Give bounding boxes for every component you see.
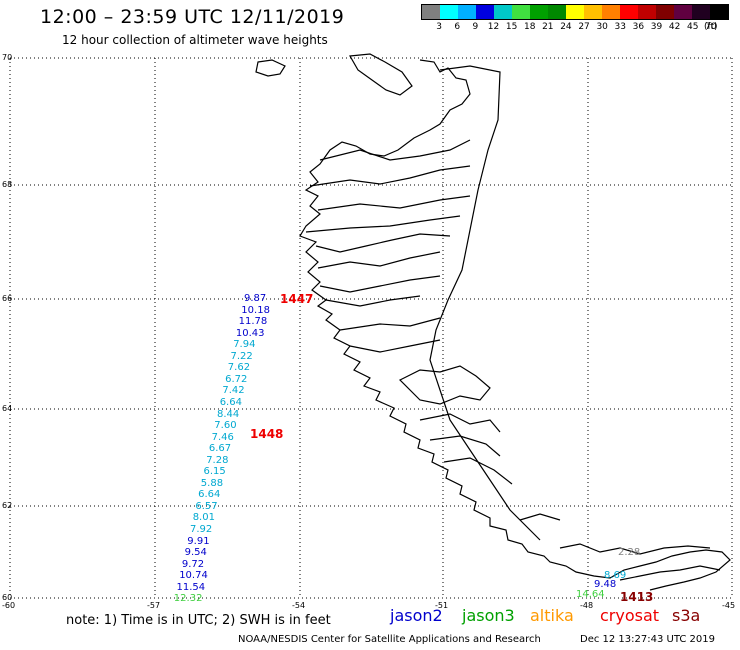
wave-height-value: 7.42 xyxy=(222,385,245,397)
wave-height-value: 8.01 xyxy=(192,512,215,524)
scale-swatch xyxy=(710,5,728,19)
latitude-label: 60 xyxy=(2,593,13,602)
latitude-label: 62 xyxy=(2,501,13,510)
latitude-label: 66 xyxy=(2,294,13,303)
wave-height-value: 10.43 xyxy=(235,327,265,339)
scale-swatch xyxy=(692,5,710,19)
scale-tick-label: 21 xyxy=(542,22,554,32)
wave-height-value: 6.64 xyxy=(219,396,242,408)
pass-label: 1413 xyxy=(620,590,654,604)
wave-height-value: 11.54 xyxy=(176,581,206,593)
wave-height-value: 7.22 xyxy=(230,350,253,362)
wave-height-value: 6.72 xyxy=(225,373,248,385)
satellite-cryosat: cryosat xyxy=(600,606,660,625)
scale-swatch xyxy=(566,5,584,19)
scale-tick-label: 70 xyxy=(705,22,717,32)
wave-height-value: 6.64 xyxy=(198,489,221,501)
scale-swatch xyxy=(584,5,602,19)
wave-height-color-scale: 3 6 9 12 15 18 21 24 27 30 33 36 39 42 45 70 (ft) xyxy=(421,4,729,34)
satellite-s3a: s3a xyxy=(672,606,701,625)
wave-height-value: 7.28 xyxy=(206,454,229,466)
scale-tick-label: 27 xyxy=(578,22,590,32)
latitude-label: 64 xyxy=(2,404,13,413)
credit-line: NOAA/NESDIS Center for Satellite Applica… xyxy=(238,634,541,645)
satellite-jason3: jason3 xyxy=(462,606,515,625)
footer-note: note: 1) Time is in UTC; 2) SWH is in fe… xyxy=(66,613,331,628)
scale-swatch xyxy=(458,5,476,19)
pass-label: 1447 xyxy=(280,292,314,306)
chart-subtitle: 12 hour collection of altimeter wave hei… xyxy=(62,33,328,47)
wave-height-value: 10.18 xyxy=(241,304,270,316)
scale-tick-label: 24 xyxy=(560,22,572,32)
pass-label: 1448 xyxy=(250,427,284,441)
latitude-label: 68 xyxy=(2,180,13,189)
scale-tick-label: 45 xyxy=(687,22,699,32)
scale-tick-label: 12 xyxy=(487,22,500,32)
scale-swatch xyxy=(422,5,440,19)
wave-height-value: 9.72 xyxy=(181,558,205,570)
generation-timestamp: Dec 12 13:27:43 UTC 2019 xyxy=(580,634,715,645)
scale-tick-label: 3 xyxy=(436,22,442,32)
wave-height-value: 7.62 xyxy=(227,362,251,374)
scale-unit: (ft) xyxy=(704,22,718,32)
scale-tick-label: 36 xyxy=(632,22,645,32)
scale-tick-label: 33 xyxy=(614,22,627,32)
longitude-label: -57 xyxy=(147,601,161,610)
satellite-jason2: jason2 xyxy=(390,606,443,625)
wave-height-value: 14.64 xyxy=(576,589,605,600)
longitude-label: -54 xyxy=(292,601,306,610)
scale-swatch xyxy=(674,5,692,19)
wave-height-value: 5.88 xyxy=(200,477,224,489)
longitude-label: -51 xyxy=(435,601,449,610)
wave-height-value: 7.94 xyxy=(233,339,256,351)
wave-height-value: 9.54 xyxy=(184,547,207,559)
wave-height-value: 2.28 xyxy=(618,547,641,558)
wave-height-value: 12.32 xyxy=(173,593,203,605)
scale-swatch xyxy=(512,5,530,19)
greenland-coastline xyxy=(255,53,731,591)
scale-swatch xyxy=(602,5,620,19)
wave-height-value: 8.44 xyxy=(217,408,240,420)
scale-swatch xyxy=(656,5,674,19)
scale-swatch xyxy=(638,5,656,19)
scale-swatch xyxy=(530,5,548,19)
wave-height-value: 9.48 xyxy=(594,579,617,590)
scale-swatch xyxy=(440,5,458,19)
wave-height-value: 11.78 xyxy=(238,316,268,328)
longitude-label: -60 xyxy=(2,601,16,610)
chart-title: 12:00 – 23:59 UTC 12/11/2019 xyxy=(40,6,345,28)
wave-height-value: 8.69 xyxy=(604,570,627,581)
scale-tick-label: 18 xyxy=(523,22,536,32)
scale-tick-label: 42 xyxy=(668,22,681,32)
scale-tick-label: 6 xyxy=(454,22,461,32)
scale-tick-label: 39 xyxy=(650,22,663,32)
wave-height-value: 9.91 xyxy=(187,535,210,547)
scale-tick-label: 30 xyxy=(596,22,608,32)
wave-height-value: 6.67 xyxy=(208,443,232,455)
wave-height-value: 7.92 xyxy=(190,524,213,535)
wave-height-value: 6.57 xyxy=(195,500,218,512)
color-scale-bar xyxy=(421,4,729,20)
wave-height-value: 10.74 xyxy=(179,570,208,582)
scale-swatch xyxy=(548,5,566,19)
scale-swatch xyxy=(620,5,638,19)
scale-swatch xyxy=(476,5,494,19)
scale-tick-label: 15 xyxy=(505,22,518,32)
lat-lon-grid xyxy=(9,57,733,599)
wave-height-value: 6.15 xyxy=(203,466,226,478)
wave-height-value: 7.60 xyxy=(214,420,237,432)
wave-height-value: 7.46 xyxy=(211,431,234,443)
scale-tick-label: 9 xyxy=(472,22,479,32)
satellite-altika: altika xyxy=(530,606,574,625)
longitude-label: -48 xyxy=(580,601,594,610)
longitude-label: -45 xyxy=(722,601,736,610)
latitude-label: 70 xyxy=(2,53,13,62)
scale-swatch xyxy=(494,5,512,19)
wave-height-value: 9.87 xyxy=(244,293,267,304)
